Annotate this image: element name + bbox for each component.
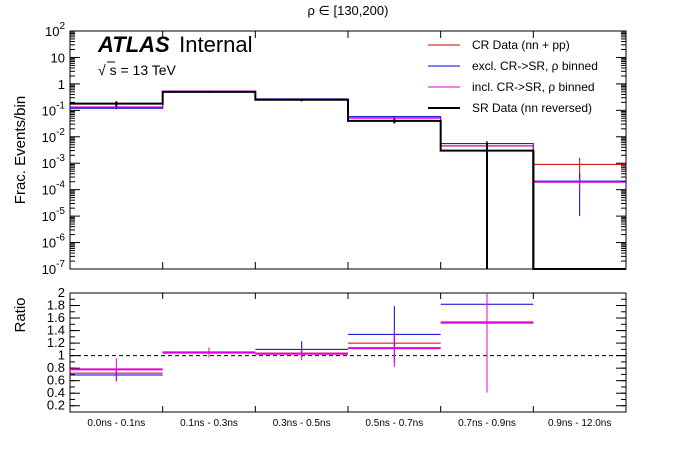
ratio-y-tick-label: 1.4 (47, 323, 65, 338)
ratio-x-axis (162, 293, 534, 412)
sqrt-symbol: √ (98, 62, 106, 78)
tick-base: 10 (51, 50, 65, 65)
tick-base: 10 (42, 262, 56, 277)
histogram-line (70, 90, 626, 270)
atlas-label: ATLAS Internal (97, 32, 253, 57)
legend: CR Data (nn + pp) excl. CR->SR, ρ binned i… (428, 38, 598, 115)
energy-text: s = 13 TeV (110, 62, 177, 78)
ratio-y-tick-label: 2 (58, 285, 65, 300)
tick-exponent: 2 (59, 21, 65, 32)
top-y-tick-label: 10-6 (42, 233, 66, 251)
tick-exponent: -6 (56, 233, 65, 244)
legend-entry-1: excl. CR->SR, ρ binned (428, 59, 598, 73)
category-label: 0.3ns - 0.5ns (273, 418, 331, 429)
tick-exponent: -4 (56, 180, 65, 191)
top-y-tick-label: 10-5 (42, 206, 66, 224)
tick-base: 1 (58, 77, 65, 92)
ratio-y-tick-label: 0.4 (47, 385, 65, 400)
ratio-y-tick-label: 1.2 (47, 335, 65, 350)
ratio-y-axis-label: Ratio (12, 297, 29, 332)
category-label: 0.7ns - 0.9ns (458, 418, 516, 429)
tick-base: 10 (42, 209, 56, 224)
tick-base: 10 (45, 24, 59, 39)
category-label: 0.0ns - 0.1ns (87, 418, 145, 429)
ratio-y-tick-label: 0.8 (47, 360, 65, 375)
category-label: 0.9ns - 12.0ns (548, 418, 611, 429)
chart-title: ρ ∈ [130,200) (308, 3, 389, 18)
top-y-tick-label: 1 (58, 77, 65, 92)
ratio-series-group (70, 293, 534, 393)
series-3 (70, 90, 626, 270)
tick-base: 10 (42, 183, 56, 198)
ratio-series-1 (70, 293, 534, 382)
top-series-group (70, 90, 626, 270)
ratio-y-tick-label: 0.2 (47, 398, 65, 413)
ratio-series-0 (70, 298, 534, 377)
ratio-y-tick-label: 0.6 (47, 373, 65, 388)
tick-exponent: -1 (56, 100, 65, 111)
top-y-tick-label: 10-4 (42, 180, 66, 198)
tick-exponent: -5 (56, 206, 65, 217)
ratio-y-tick-label: 1.8 (47, 298, 65, 313)
legend-entry-0: CR Data (nn + pp) (428, 38, 570, 52)
tick-base: 10 (42, 103, 56, 118)
top-y-tick-label: 10-2 (42, 127, 66, 145)
tick-exponent: -7 (56, 259, 65, 270)
legend-label: SR Data (nn reversed) (472, 101, 592, 115)
legend-entry-3: SR Data (nn reversed) (428, 101, 592, 115)
top-y-axis-label: Frac. Events/bin (12, 96, 29, 204)
internal-text: Internal (179, 32, 252, 57)
top-y-tick-label: 10 (51, 50, 65, 65)
legend-label: excl. CR->SR, ρ binned (472, 59, 598, 73)
ratio-series-2 (70, 293, 534, 393)
tick-exponent: -2 (56, 127, 65, 138)
top-x-axis (162, 31, 534, 269)
top-y-tick-label: 10-1 (42, 100, 66, 118)
ratio-plot-frame (69, 292, 627, 413)
ratio-y-tick-label: 1.6 (47, 310, 65, 325)
atlas-text: ATLAS (97, 32, 170, 57)
tick-exponent: -3 (56, 153, 65, 164)
tick-base: 10 (42, 236, 56, 251)
top-y-tick-label: 10-7 (42, 259, 66, 277)
tick-base: 10 (42, 130, 56, 145)
category-label: 0.1ns - 0.3ns (180, 418, 238, 429)
ratio-y-tick-label: 1 (58, 348, 65, 363)
category-label: 0.5ns - 0.7ns (365, 418, 423, 429)
legend-label: incl. CR->SR, ρ binned (472, 80, 595, 94)
legend-label: CR Data (nn + pp) (472, 38, 570, 52)
category-labels: 0.0ns - 0.1ns 0.1ns - 0.3ns 0.3ns - 0.5ns 0… (87, 418, 611, 429)
tick-base: 10 (42, 156, 56, 171)
sr-drop-lines (486, 142, 535, 269)
legend-entry-2: incl. CR->SR, ρ binned (428, 80, 595, 94)
top-y-tick-label: 102 (45, 21, 65, 39)
energy-label: √ s = 13 TeV (98, 62, 177, 78)
top-y-tick-label: 10-3 (42, 153, 66, 171)
